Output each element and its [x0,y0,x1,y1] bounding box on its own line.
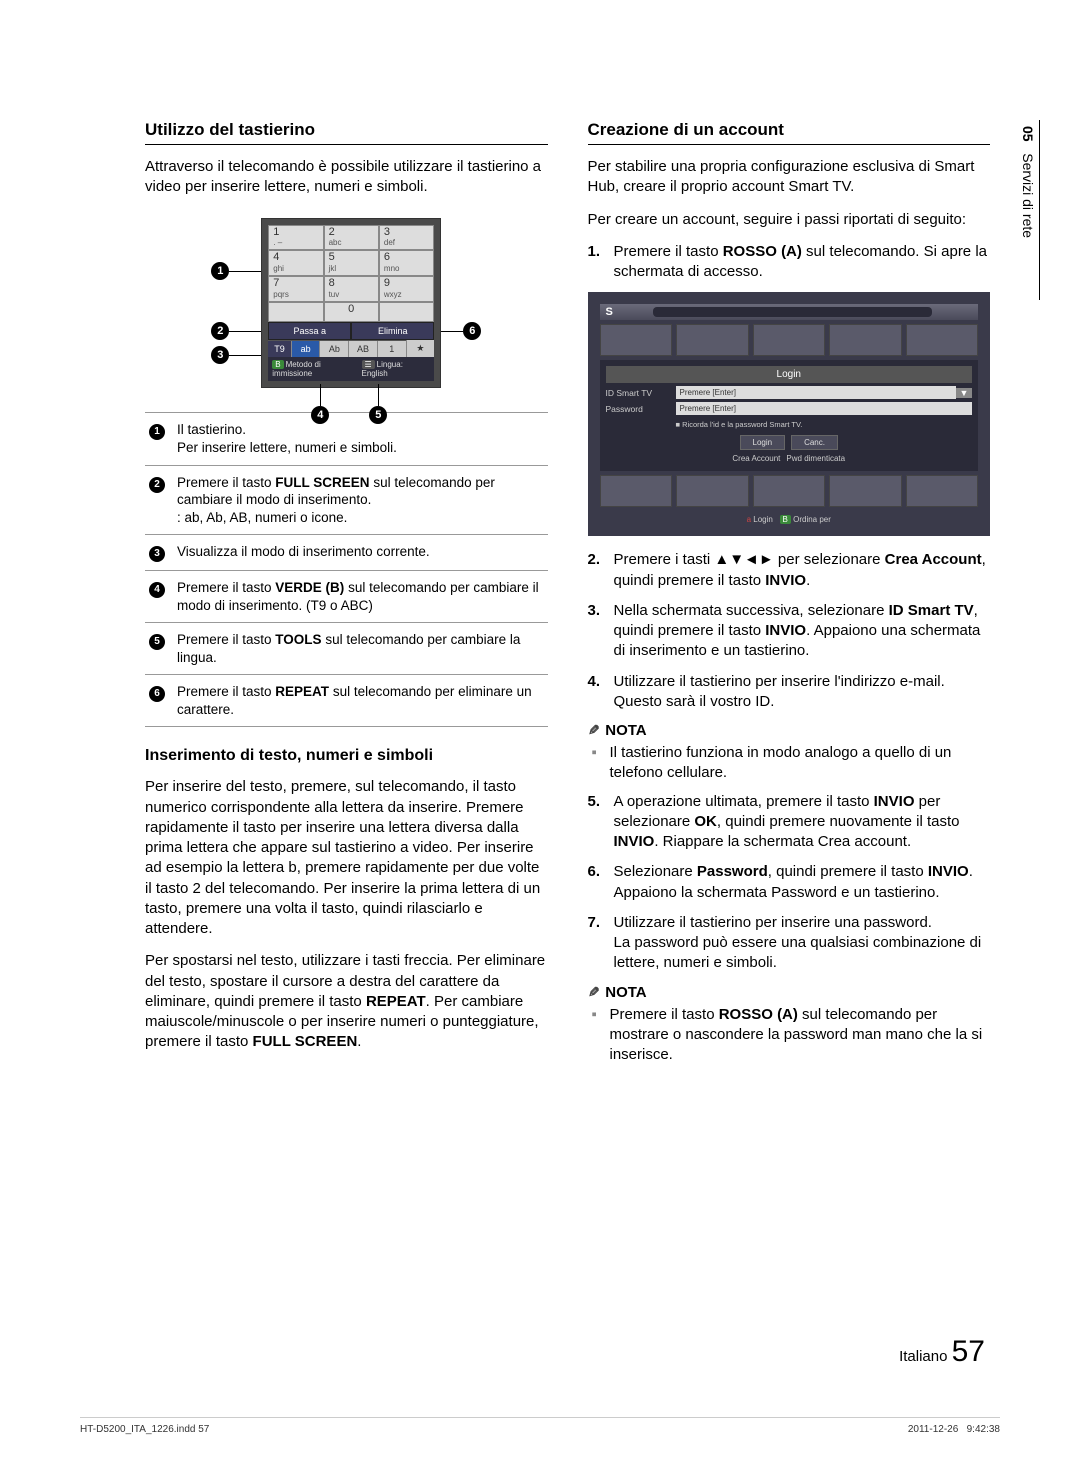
mode-option: ab [291,341,320,357]
list-item: 1.Premere il tasto ROSSO (A) sul telecom… [588,242,991,283]
callout-3: 3 [211,346,229,364]
legend-row: 5Premere il tasto TOOLS sul telecomando … [145,623,548,675]
print-info: HT-D5200_ITA_1226.indd 57 2011-12-26 9:4… [80,1417,1000,1435]
keypad-switch: Passa a [268,322,351,340]
create-account-link: Crea Account [732,454,780,463]
numbered-list: 2.Premere i tasti ▲▼◄► per selezionare C… [588,550,991,712]
mode-option: AB [348,341,377,357]
keypad-key [268,302,323,322]
page-number: 57 [952,1335,985,1368]
keypad-key: 6mno [379,250,434,276]
login-footer: a Login B Ordina per [600,511,979,524]
forgot-password-link: Pwd dimenticata [786,454,845,463]
callout-5: 5 [369,406,387,424]
id-field: ID Smart TV Premere [Enter] ▼ [606,386,973,399]
subsection-title: Inserimento di testo, numeri e simboli [145,747,548,769]
note-item: Premere il tasto ROSSO (A) sul telecoman… [588,1005,991,1066]
list-item: 7.Utilizzare il tastierino per inserire … [588,913,991,974]
keypad-key: 2abc [324,225,379,251]
callout-4: 4 [311,406,329,424]
mode-option: 1 [377,341,406,357]
remember-checkbox: ■ Ricorda l'id e la password Smart TV. [606,418,973,433]
keypad-key: 7pqrs [268,276,323,302]
intro-text: Per creare un account, seguire i passi r… [588,210,991,230]
numbered-list: 1.Premere il tasto ROSSO (A) sul telecom… [588,242,991,283]
callout-2: 2 [211,322,229,340]
login-button: Login [740,435,786,450]
callout-1: 1 [211,262,229,280]
legend-row: 2Premere il tasto FULL SCREEN sul teleco… [145,466,548,536]
section-title: Creazione di un account [588,120,991,145]
keypad-mode-row: T9 ab Ab AB 1 ★ [268,340,434,357]
keypad-key [379,302,434,322]
keypad-key: 9wxyz [379,276,434,302]
legend-row: 1Il tastierino.Per inserire lettere, num… [145,413,548,465]
legend-row: 3Visualizza il modo di inserimento corre… [145,535,548,571]
mode-option: ★ [406,340,435,357]
section-title: Utilizzo del tastierino [145,120,548,145]
t9-indicator: T9 [268,341,291,357]
keypad-key: 1. – [268,225,323,251]
list-item: 4.Utilizzare il tastierino per inserire … [588,672,991,713]
keypad-key: 8tuv [324,276,379,302]
dialog-title: Login [606,366,973,383]
note-heading: NOTA [588,722,991,739]
left-column: Utilizzo del tastierino Attraverso il te… [145,120,548,1073]
dropdown-icon: ▼ [956,388,972,398]
list-item: 2.Premere i tasti ▲▼◄► per selezionare C… [588,550,991,591]
intro-text: Per stabilire una propria configurazione… [588,157,991,198]
legend-row: 6Premere il tasto REPEAT sul telecomando… [145,675,548,727]
keypad-key: 3def [379,225,434,251]
legend-row: 4Premere il tasto VERDE (B) sul telecoma… [145,571,548,623]
note-item: Il tastierino funziona in modo analogo a… [588,743,991,784]
cancel-button: Canc. [791,435,838,450]
right-column: Creazione di un account Per stabilire un… [588,120,991,1073]
login-screenshot: S Login ID Smart TV Premere [Enter] ▼ Pa… [588,292,991,536]
keypad-footer: BMetodo di immissione ☰Lingua: English [268,357,434,381]
body-paragraph: Per inserire del testo, premere, sul tel… [145,777,548,939]
intro-text: Attraverso il telecomando è possibile ut… [145,157,548,198]
list-item: 5.A operazione ultimata, premere il tast… [588,792,991,853]
search-bar [653,307,932,317]
keypad-diagram: 1. – 2abc 3def 4ghi 5jkl 6mno 7pqrs 8tuv… [211,218,481,389]
keypad-key: 4ghi [268,250,323,276]
password-field: Password Premere [Enter] [606,402,973,415]
keypad-delete: Elimina [351,322,434,340]
mode-option: Ab [319,341,348,357]
list-item: 3.Nella schermata successiva, selezionar… [588,601,991,662]
callout-6: 6 [463,322,481,340]
body-paragraph: Per spostarsi nel testo, utilizzare i ta… [145,951,548,1052]
note-heading: NOTA [588,984,991,1001]
numbered-list: 5.A operazione ultimata, premere il tast… [588,792,991,974]
legend-table: 1Il tastierino.Per inserire lettere, num… [145,412,548,727]
list-item: 6.Selezionare Password, quindi premere i… [588,862,991,903]
keypad-key: 5jkl [324,250,379,276]
page-footer: Italiano 57 [899,1335,985,1369]
keypad-key-zero: 0 [324,302,379,322]
